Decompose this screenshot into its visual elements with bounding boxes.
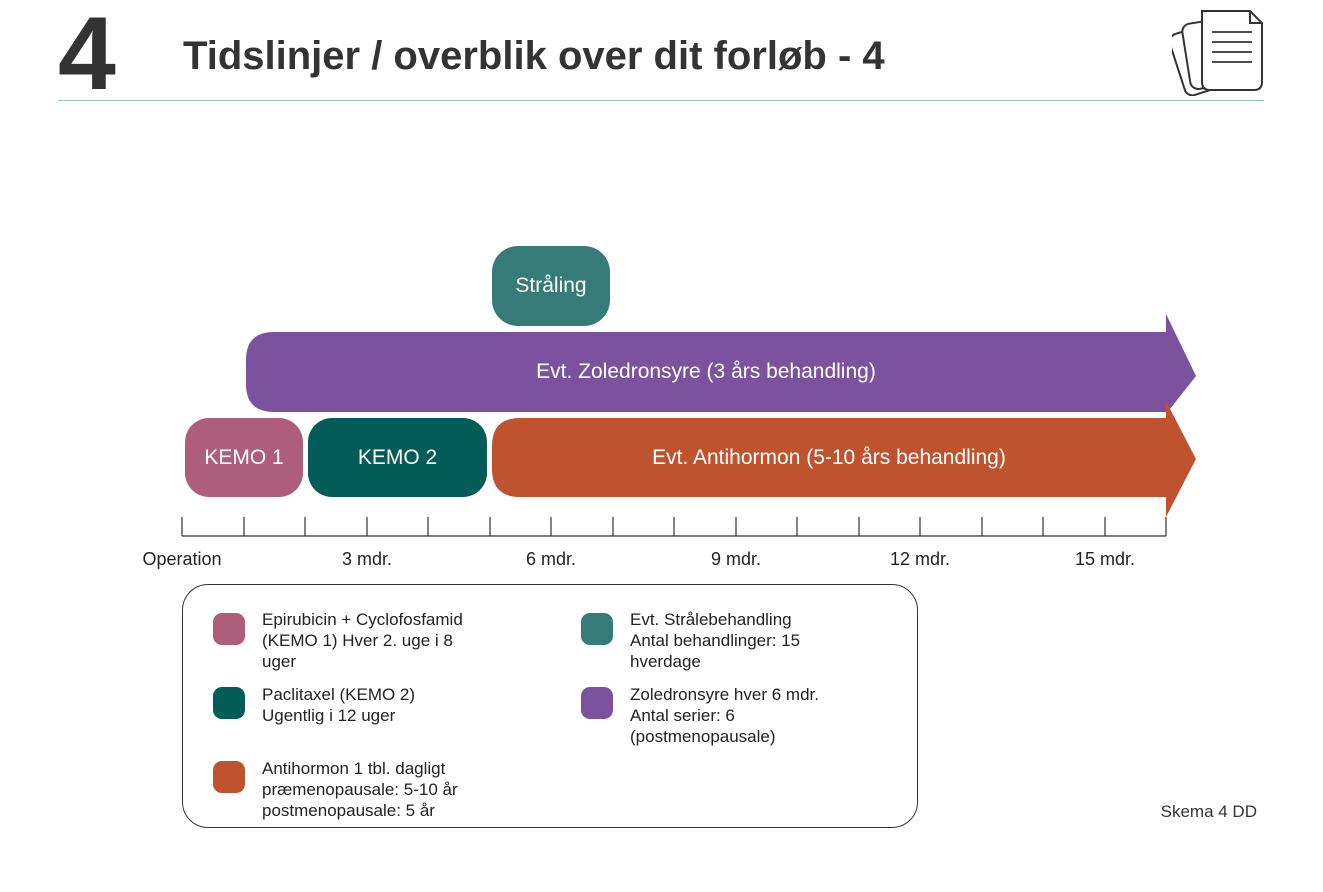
- kemo2-bar-label: KEMO 2: [357, 445, 438, 469]
- legend-line: Antal behandlinger: 15: [630, 631, 801, 650]
- antihormon-label: Evt. Antihormon (5-10 års behandling): [652, 445, 1006, 469]
- kemo1-bar-label: KEMO 1: [204, 445, 284, 469]
- document-stack-icon: [1168, 8, 1266, 97]
- chapter-number: 4: [58, 0, 116, 112]
- legend-line: Antal serier: 6: [630, 706, 735, 725]
- legend-line: (postmenopausale): [630, 727, 776, 746]
- legend-line: (KEMO 1) Hver 2. uge i 8: [262, 631, 453, 650]
- legend-text-kemo1: Epirubicin + Cyclofosfamid (KEMO 1) Hver…: [262, 609, 512, 672]
- legend-item-kemo2: Paclitaxel (KEMO 2) Ugentlig i 12 uger: [213, 684, 512, 726]
- axis-label-9-mdr: 9 mdr.: [710, 549, 762, 569]
- schema-reference: Skema 4 DD: [1160, 802, 1257, 821]
- legend-item-antihormon: Antihormon 1 tbl. dagligt præmenopausale…: [213, 758, 512, 821]
- straaling-bar-label: Stråling: [515, 274, 587, 297]
- legend-item-straaling: Evt. Strålebehandling Antal behandlinger…: [581, 610, 880, 672]
- legend-text-straaling: Evt. Strålebehandling Antal behandlinger…: [630, 609, 880, 672]
- axis-label-6-mdr: 6 mdr.: [525, 549, 577, 569]
- legend-swatch-kemo1: [213, 613, 245, 645]
- legend-swatch-kemo2: [213, 687, 245, 719]
- page-title: Tidslinjer / overblik over dit forløb - …: [183, 34, 885, 78]
- straaling-bar: Stråling: [492, 246, 610, 326]
- legend-line: Paclitaxel (KEMO 2): [262, 685, 416, 704]
- kemo1-bar: KEMO 1: [185, 418, 303, 497]
- legend-line: postmenopausale: 5 år: [262, 801, 435, 820]
- axis-label-12-mdr: 12 mdr.: [889, 549, 951, 569]
- legend-line: uger: [262, 652, 297, 671]
- axis-label-15-mdr: 15 mdr.: [1074, 549, 1136, 569]
- legend-line: Epirubicin + Cyclofosfamid: [262, 610, 463, 629]
- axis-label-3-mdr: 3 mdr.: [341, 549, 393, 569]
- kemo2-bar: KEMO 2: [308, 418, 487, 497]
- legend-box: Epirubicin + Cyclofosfamid (KEMO 1) Hver…: [182, 584, 918, 828]
- legend-item-kemo1: Epirubicin + Cyclofosfamid (KEMO 1) Hver…: [213, 610, 512, 672]
- legend-text-kemo2: Paclitaxel (KEMO 2) Ugentlig i 12 uger: [262, 684, 512, 726]
- legend-item-zoledronsyre: Zoledronsyre hver 6 mdr. Antal serier: 6…: [581, 684, 880, 747]
- legend-line: Antihormon 1 tbl. dagligt: [262, 759, 446, 778]
- legend-line: Ugentlig i 12 uger: [262, 706, 396, 725]
- zoledronsyre-arrow: Evt. Zoledronsyre (3 års behandling): [246, 314, 1198, 414]
- legend-swatch-antihormon: [213, 761, 245, 793]
- antihormon-arrow: Evt. Antihormon (5-10 års behandling): [492, 401, 1198, 517]
- legend-line: Evt. Strålebehandling: [630, 610, 792, 629]
- legend-line: Zoledronsyre hver 6 mdr.: [630, 685, 819, 704]
- zoledronsyre-label: Evt. Zoledronsyre (3 års behandling): [536, 360, 876, 383]
- legend-line: præmenopausale: 5-10 år: [262, 780, 458, 799]
- legend-text-zoledronsyre: Zoledronsyre hver 6 mdr. Antal serier: 6…: [630, 684, 880, 747]
- legend-swatch-zoledronsyre: [581, 687, 613, 719]
- legend-line: hverdage: [630, 652, 701, 671]
- header-divider: [58, 100, 1264, 101]
- axis-label-operation: Operation: [142, 549, 222, 569]
- legend-text-antihormon: Antihormon 1 tbl. dagligt præmenopausale…: [262, 758, 512, 821]
- legend-swatch-straaling: [581, 613, 613, 645]
